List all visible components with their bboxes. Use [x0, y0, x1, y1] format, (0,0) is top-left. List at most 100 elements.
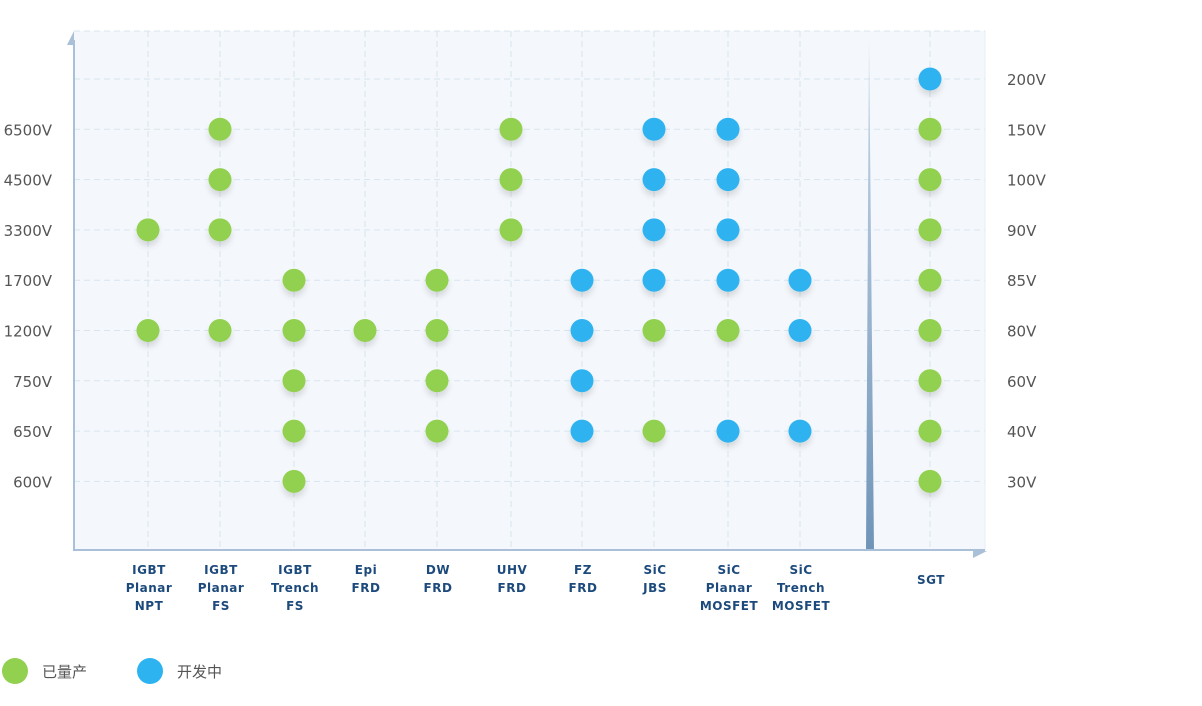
right-tick-label: 60V [1007, 373, 1037, 391]
category-label: IGBT [204, 563, 238, 577]
category-label: IGBT [132, 563, 166, 577]
left-tick-label: 3300V [4, 222, 53, 240]
category-label: IGBT [278, 563, 312, 577]
y-axis-arrow [67, 31, 74, 45]
category-label: NPT [135, 599, 164, 613]
dot-produced [918, 419, 942, 443]
dot-developing [642, 268, 666, 292]
dot-developing [918, 67, 942, 91]
category-label: Planar [198, 581, 245, 595]
category-label: DW [426, 563, 450, 577]
dot-developing [570, 369, 594, 393]
plot-area [74, 31, 985, 550]
right-tick-label: 90V [1007, 222, 1037, 240]
dot-produced [282, 268, 306, 292]
dot-produced [208, 319, 232, 342]
legend-label-produced: 已量产 [42, 662, 88, 681]
dot-produced [425, 268, 449, 292]
dot-developing [570, 319, 594, 342]
dot-developing [788, 319, 812, 342]
dot-produced [282, 469, 306, 493]
category-label: FRD [424, 581, 453, 595]
dot-produced [918, 369, 942, 393]
category-label: SiC [717, 563, 740, 577]
right-tick-label: 150V [1007, 121, 1047, 139]
dot-produced [642, 319, 666, 342]
left-tick-label: 4500V [4, 172, 53, 190]
dot-developing [716, 218, 740, 242]
category-label: FRD [498, 581, 527, 595]
legend-swatch-produced [2, 658, 28, 684]
x-axis-arrow [973, 551, 987, 558]
dot-produced [282, 419, 306, 443]
dot-developing [642, 117, 666, 141]
category-label: FS [212, 599, 230, 613]
category-label: Planar [706, 581, 753, 595]
category-label: Epi [355, 563, 377, 577]
left-tick-label: 6500V [4, 121, 53, 139]
dot-developing [716, 268, 740, 292]
dot-developing [642, 168, 666, 192]
dot-produced [642, 419, 666, 443]
category-label: FZ [574, 563, 592, 577]
category-label: MOSFET [700, 599, 759, 613]
dot-developing [570, 419, 594, 443]
category-label: UHV [497, 563, 528, 577]
category-label: SGT [917, 573, 945, 587]
category-label: Trench [271, 581, 319, 595]
dot-produced [208, 117, 232, 141]
category-label: FRD [569, 581, 598, 595]
dot-developing [788, 419, 812, 443]
category-label: MOSFET [772, 599, 831, 613]
category-label: SiC [789, 563, 812, 577]
dot-produced [425, 319, 449, 342]
left-tick-label: 1200V [4, 323, 53, 341]
dot-produced [282, 369, 306, 393]
category-label: JBS [642, 581, 667, 595]
dot-developing [716, 117, 740, 141]
dot-produced [208, 218, 232, 242]
dot-produced [499, 168, 523, 192]
dot-developing [570, 268, 594, 292]
right-tick-label: 30V [1007, 473, 1037, 491]
right-tick-label: 40V [1007, 423, 1037, 441]
dot-developing [716, 419, 740, 443]
dot-developing [716, 168, 740, 192]
category-label: SiC [643, 563, 666, 577]
dot-produced [918, 469, 942, 493]
chart: 6500V 4500V 3300V 1700V 1200V 750V 650V 600V 200… [4, 30, 1047, 613]
dot-produced [425, 419, 449, 443]
dot-produced [136, 319, 160, 342]
legend-developing: 开发中 [137, 658, 222, 684]
dot-developing [642, 218, 666, 242]
divider [866, 38, 874, 551]
dot-produced [499, 218, 523, 242]
legend-swatch-developing [137, 658, 163, 684]
left-tick-label: 1700V [4, 272, 53, 290]
dot-produced [918, 319, 942, 342]
dot-produced [918, 268, 942, 292]
category-label: FS [286, 599, 304, 613]
dot-produced [918, 117, 942, 141]
dot-produced [282, 319, 306, 342]
category-label: Trench [777, 581, 825, 595]
category-label: Planar [126, 581, 173, 595]
right-tick-label: 200V [1007, 71, 1047, 89]
right-tick-label: 80V [1007, 323, 1037, 341]
dot-developing [788, 268, 812, 292]
dot-produced [499, 117, 523, 141]
dot-produced [136, 218, 160, 242]
dot-produced [918, 218, 942, 242]
left-tick-label: 650V [13, 423, 53, 441]
legend-label-developing: 开发中 [177, 662, 223, 681]
dot-produced [353, 319, 377, 342]
left-tick-label: 750V [13, 373, 53, 391]
dot-produced [716, 319, 740, 342]
dot-produced [425, 369, 449, 393]
category-label: FRD [352, 581, 381, 595]
left-tick-label: 600V [13, 473, 53, 491]
right-tick-label: 100V [1007, 172, 1047, 190]
dot-produced [208, 168, 232, 192]
dot-produced [918, 168, 942, 192]
legend-produced: 已量产 [2, 658, 87, 684]
